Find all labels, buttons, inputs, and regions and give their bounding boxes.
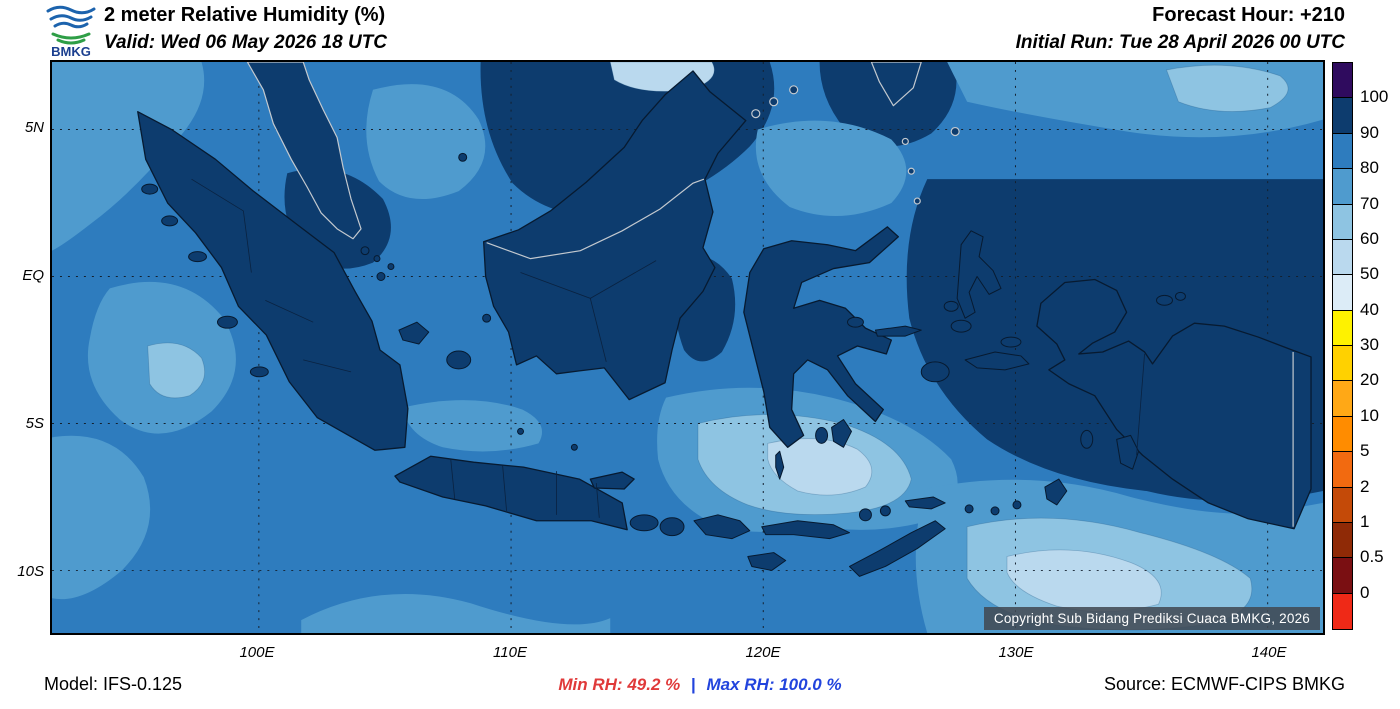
source-label: Source: ECMWF-CIPS BMKG [1103, 674, 1345, 694]
island-java [394, 455, 628, 531]
colorbar-label: 50 [1360, 264, 1379, 284]
island-sulawesi [743, 226, 899, 448]
colorbar-label: 60 [1360, 228, 1379, 248]
minmax-readout: Min RH: 49.2 % | Max RH: 100.0 % [558, 675, 841, 695]
colorbar-label: 10 [1360, 405, 1379, 425]
logo-text: BMKG [51, 44, 91, 59]
island-sumatra [137, 111, 409, 451]
forecast-hour: Forecast Hour: +210 [1152, 4, 1345, 26]
copyright-watermark: Copyright Sub Bidang Prediksi Cuaca BMKG… [983, 607, 1320, 630]
lat-label-10s: 10S [17, 563, 44, 580]
lon-label-130e: 130E [998, 644, 1034, 661]
map-container: Copyright Sub Bidang Prediksi Cuaca BMKG… [50, 60, 1325, 635]
lon-label-110e: 110E [493, 644, 527, 661]
colorbar-label: 90 [1360, 122, 1379, 142]
initial-run: Initial Run: Tue 28 April 2026 00 UTC [1015, 32, 1345, 53]
colorbar-label: 5 [1360, 441, 1370, 461]
colorbar-segment [1333, 98, 1352, 134]
minmax-separator: | [690, 675, 696, 694]
colorbar-label: 0 [1360, 582, 1370, 602]
min-rh-value: Min RH: 49.2 % [558, 675, 681, 694]
colorbar-label: 20 [1360, 370, 1379, 390]
logo-wave-blue [46, 5, 96, 29]
colorbar-segment [1333, 346, 1352, 382]
model-label: Model: IFS-0.125 [44, 674, 183, 694]
colorbar-label: 100 [1360, 87, 1389, 107]
logo-wave-green [51, 32, 91, 45]
landmass-indonesia [137, 70, 1312, 531]
province-borders [191, 178, 1145, 518]
colorbar-segment [1333, 204, 1352, 240]
colorbar-label: 30 [1360, 335, 1379, 354]
colorbar-segment [1333, 452, 1352, 488]
lat-label-eq: EQ [22, 267, 44, 284]
colorbar-segment [1333, 558, 1352, 594]
bmkg-logo: BMKG [46, 5, 96, 59]
landmass-foreign [246, 62, 960, 240]
colorbar-segment [1333, 239, 1352, 276]
valid-time: Valid: Wed 06 May 2026 18 UTC [104, 32, 388, 53]
island-madura [589, 471, 635, 490]
max-rh-value: Max RH: 100.0 % [706, 675, 842, 694]
lat-label-5s: 5S [25, 415, 44, 432]
colorbar-segments [1332, 62, 1353, 630]
colorbar-label: 40 [1360, 299, 1379, 319]
lon-label-100e: 100E [239, 644, 275, 661]
colorbar-segment [1333, 133, 1352, 170]
colorbar-segment [1333, 593, 1352, 629]
colorbar-segment [1333, 275, 1352, 311]
colorbar-label: 1 [1360, 511, 1370, 531]
colorbar-label: 80 [1360, 158, 1379, 178]
colorbar-segment [1333, 63, 1352, 99]
small-islands [141, 152, 1186, 577]
colorbar-segment [1333, 416, 1352, 453]
colorbar-labels: 100 90 80 70 60 50 40 30 20 10 5 2 1 0.5 0 [1360, 62, 1400, 630]
page-title: 2 meter Relative Humidity (%) [104, 4, 386, 26]
lon-label-140e: 140E [1251, 644, 1287, 661]
malay-peninsula [246, 62, 362, 240]
colorbar-segment [1333, 522, 1352, 559]
colorbar-label: 70 [1360, 193, 1379, 213]
colorbar-segment [1333, 381, 1352, 417]
humidity-map-svg [52, 62, 1323, 633]
mindanao-tip [870, 62, 922, 107]
island-borneo [482, 70, 747, 401]
lon-label-120e: 120E [745, 644, 781, 661]
colorbar-segment [1333, 310, 1352, 346]
island-papua [1036, 278, 1312, 530]
colorbar-label: 0.5 [1360, 547, 1384, 567]
colorbar-label: 2 [1360, 476, 1370, 496]
lat-label-5n: 5N [24, 119, 44, 136]
colorbar-segment [1333, 487, 1352, 523]
international-borders [486, 178, 1294, 527]
colorbar-segment [1333, 169, 1352, 205]
